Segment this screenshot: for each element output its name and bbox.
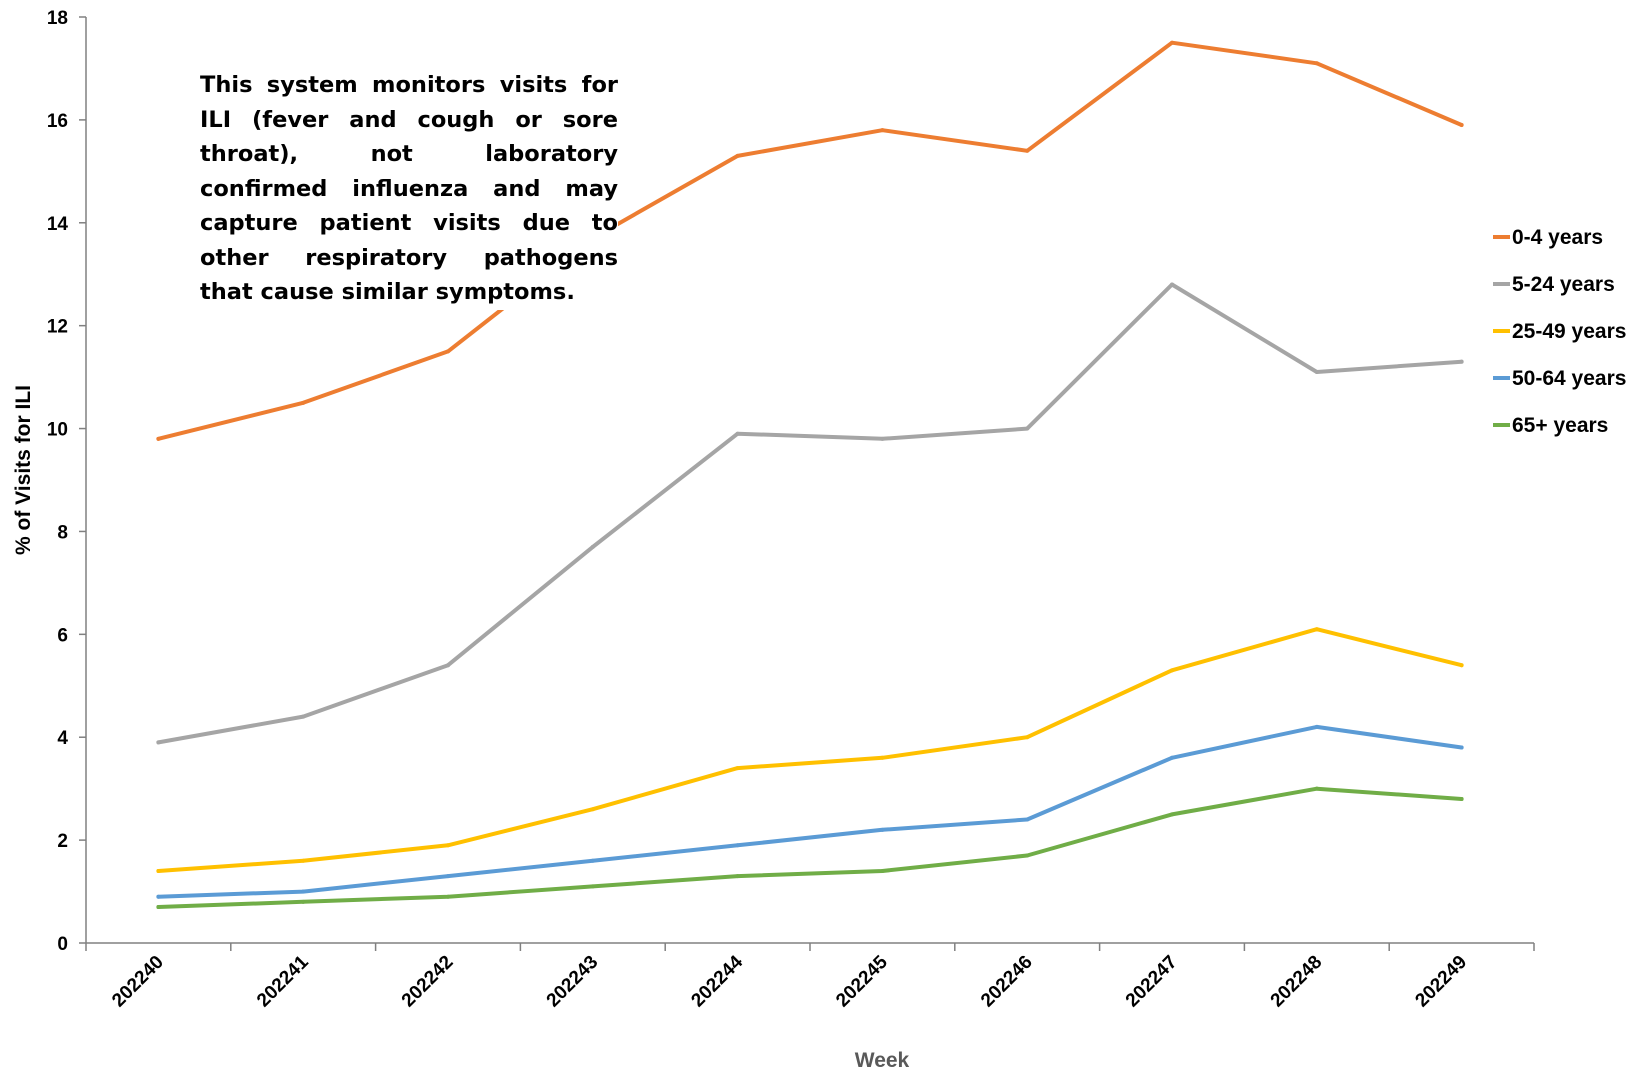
- y-tick-label: 4: [57, 728, 68, 749]
- legend-label: 50-64 years: [1512, 367, 1626, 390]
- x-tick-label: 202247: [1122, 952, 1182, 1012]
- data-point: [1459, 359, 1464, 364]
- series-line: [156, 724, 1464, 899]
- data-point: [1025, 426, 1030, 431]
- data-point: [1314, 724, 1319, 729]
- y-tick-label: 8: [57, 522, 68, 543]
- data-point: [1459, 745, 1464, 750]
- y-axis-title: % of Visits for ILI: [12, 385, 35, 555]
- y-tick-label: 18: [47, 8, 68, 29]
- data-point: [301, 899, 306, 904]
- data-point: [1025, 853, 1030, 858]
- data-point: [1170, 40, 1174, 45]
- y-axis: 0 2 4 6 8 10 12 14 16 18: [47, 8, 87, 955]
- series-25-49-years: [156, 627, 1464, 873]
- x-tick-label: 202249: [1411, 952, 1471, 1012]
- y-tick-label: 10: [47, 420, 68, 441]
- legend-item: 50-64 years: [1493, 367, 1626, 390]
- legend-label: 65+ years: [1512, 414, 1608, 437]
- data-point: [1170, 755, 1174, 760]
- series-5-24-years: [156, 282, 1464, 745]
- series-line: [156, 627, 1464, 873]
- data-point: [446, 349, 450, 354]
- x-tick-label: 202244: [687, 951, 747, 1011]
- data-point: [156, 894, 161, 899]
- data-point: [1314, 369, 1319, 374]
- data-point: [590, 807, 595, 812]
- series-65-years: [156, 786, 1464, 909]
- y-tick-label: 12: [47, 317, 68, 338]
- data-point: [1170, 282, 1174, 287]
- data-point: [1170, 668, 1174, 673]
- x-tick-label: 202248: [1267, 952, 1327, 1012]
- legend-item: 5-24 years: [1493, 273, 1615, 296]
- data-point: [1314, 627, 1319, 632]
- data-point: [590, 858, 595, 863]
- data-point: [880, 868, 885, 873]
- data-point: [735, 431, 740, 436]
- series-line: [156, 282, 1464, 745]
- legend-label: 5-24 years: [1512, 273, 1615, 296]
- data-point: [1459, 663, 1464, 668]
- data-point: [446, 843, 450, 848]
- legend-label: 0-4 years: [1512, 226, 1603, 249]
- x-axis: 202240 202241 202242 202243 202244 202245 2022…: [85, 942, 1535, 1012]
- x-tick-label: 202241: [253, 951, 313, 1011]
- data-point: [1025, 817, 1030, 822]
- data-point: [446, 663, 450, 668]
- x-tick-label: 202245: [832, 951, 892, 1011]
- data-point: [156, 740, 161, 745]
- data-point: [1170, 812, 1174, 817]
- data-point: [880, 436, 885, 441]
- data-point: [301, 714, 306, 719]
- x-tick-label: 202242: [398, 952, 458, 1012]
- data-point: [735, 874, 740, 879]
- data-point: [880, 827, 885, 832]
- data-point: [156, 868, 161, 873]
- data-point: [1314, 786, 1319, 791]
- data-point: [1459, 123, 1464, 128]
- y-tick-label: 0: [57, 934, 68, 955]
- y-tick-label: 14: [47, 214, 69, 235]
- data-point: [735, 843, 740, 848]
- x-tick-label: 202243: [543, 952, 603, 1012]
- series-50-64-years: [156, 724, 1464, 899]
- x-tick-label: 202240: [108, 952, 168, 1012]
- series-line: [156, 786, 1464, 909]
- series-line: [156, 40, 1464, 441]
- y-tick-label: 2: [57, 831, 68, 852]
- legend: 0-4 years 5-24 years 25-49 years 50-64 year…: [1493, 226, 1626, 437]
- legend-label: 25-49 years: [1512, 320, 1626, 343]
- data-point: [446, 894, 450, 899]
- legend-item: 0-4 years: [1493, 226, 1603, 249]
- data-point: [1459, 796, 1464, 801]
- data-point: [446, 874, 450, 879]
- data-point: [156, 904, 161, 909]
- data-point: [735, 766, 740, 771]
- data-point: [880, 128, 885, 133]
- x-axis-title: Week: [855, 1049, 910, 1070]
- y-tick-label: 6: [57, 625, 68, 646]
- data-point: [880, 755, 885, 760]
- data-point: [590, 884, 595, 889]
- data-point: [301, 889, 306, 894]
- legend-item: 65+ years: [1493, 414, 1608, 437]
- data-point: [1025, 735, 1030, 740]
- chart-annotation: This system monitors visits for ILI (fev…: [200, 68, 618, 310]
- data-point: [1314, 61, 1319, 66]
- legend-item: 25-49 years: [1493, 320, 1626, 343]
- data-point: [301, 400, 306, 405]
- data-point: [301, 858, 306, 863]
- data-point: [735, 153, 740, 158]
- x-tick-label: 202246: [977, 952, 1037, 1012]
- series-layer: [156, 40, 1464, 909]
- data-point: [590, 544, 595, 549]
- data-point: [1025, 148, 1030, 153]
- data-point: [156, 436, 161, 441]
- y-tick-label: 16: [47, 111, 68, 132]
